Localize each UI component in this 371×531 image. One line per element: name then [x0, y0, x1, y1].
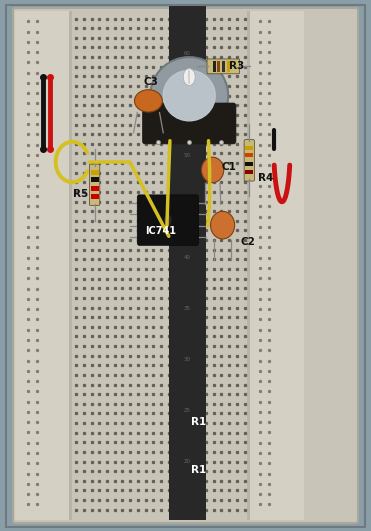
Text: 40: 40: [184, 255, 191, 260]
Text: 45: 45: [184, 204, 191, 209]
Bar: [217, 61, 220, 72]
Bar: [222, 61, 225, 72]
Bar: [69, 11, 72, 520]
Ellipse shape: [163, 71, 215, 121]
Bar: [91, 194, 99, 199]
Bar: [245, 153, 253, 157]
Bar: [247, 11, 250, 520]
Text: R5: R5: [73, 189, 89, 199]
Bar: [245, 146, 253, 150]
FancyBboxPatch shape: [142, 103, 236, 144]
Text: 25: 25: [184, 408, 191, 413]
Text: 35: 35: [184, 306, 191, 311]
Text: 60: 60: [184, 50, 191, 56]
Ellipse shape: [210, 211, 235, 239]
Text: 30: 30: [184, 357, 191, 362]
FancyBboxPatch shape: [137, 195, 198, 245]
Ellipse shape: [134, 90, 162, 112]
Text: R4: R4: [257, 173, 273, 183]
FancyBboxPatch shape: [244, 140, 255, 181]
FancyBboxPatch shape: [13, 8, 358, 523]
Text: 50: 50: [184, 153, 191, 158]
Text: IC741: IC741: [145, 226, 176, 236]
Bar: [91, 186, 99, 191]
Text: C1: C1: [222, 162, 237, 172]
Bar: [91, 170, 99, 175]
Bar: [245, 170, 253, 174]
FancyBboxPatch shape: [207, 59, 240, 74]
Bar: [213, 61, 216, 72]
Text: R1: R1: [191, 417, 206, 427]
Bar: [227, 61, 230, 72]
Ellipse shape: [150, 57, 228, 134]
Bar: [245, 162, 253, 166]
Bar: [15, 11, 69, 520]
Text: C2: C2: [240, 237, 255, 246]
Ellipse shape: [164, 214, 171, 226]
Ellipse shape: [183, 68, 195, 85]
Text: C3: C3: [144, 78, 159, 87]
Text: 55: 55: [184, 102, 191, 107]
Ellipse shape: [201, 157, 224, 183]
Text: R3: R3: [229, 62, 244, 71]
Bar: [169, 5, 206, 520]
Bar: [250, 11, 304, 520]
Text: 20: 20: [184, 459, 191, 465]
Bar: [91, 177, 99, 182]
Text: R1: R1: [191, 465, 206, 475]
FancyBboxPatch shape: [89, 164, 100, 205]
